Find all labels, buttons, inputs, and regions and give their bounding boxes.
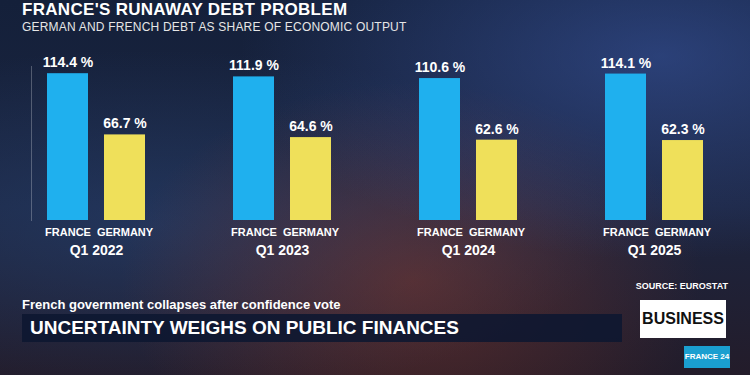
svg-text:114.4 %: 114.4 % — [43, 54, 94, 70]
svg-text:64.6 %: 64.6 % — [289, 118, 333, 134]
svg-text:66.7 %: 66.7 % — [103, 115, 147, 131]
svg-text:FRANCE: FRANCE — [417, 226, 463, 238]
svg-text:GERMANY: GERMANY — [469, 226, 526, 238]
html-text:GERMAN AND FRENCH DEBT AS SHAR: GERMAN AND FRENCH DEBT AS SHARE OF ECONO… — [22, 20, 407, 34]
svg-text:Q1 2022: Q1 2022 — [70, 242, 124, 258]
svg-text:Q1 2023: Q1 2023 — [256, 242, 310, 258]
svg-text:114.1 %: 114.1 % — [601, 55, 652, 71]
svg-text:GERMANY: GERMANY — [283, 226, 340, 238]
svg-text:GERMANY: GERMANY — [97, 226, 154, 238]
svg-text:62.6 %: 62.6 % — [475, 121, 519, 137]
svg-text:FRANCE: FRANCE — [45, 226, 91, 238]
html-text:SOURCE: EUROSTAT: SOURCE: EUROSTAT — [635, 281, 728, 291]
svg-text:Q1 2024: Q1 2024 — [442, 242, 496, 258]
svg-text:110.6 %: 110.6 % — [415, 59, 466, 75]
html-text:BUSINESS: BUSINESS — [642, 310, 724, 327]
svg-text:GERMANY: GERMANY — [655, 226, 712, 238]
svg-text:FRANCE: FRANCE — [603, 226, 649, 238]
html-text:French government collapses af: French government collapses after confid… — [22, 297, 341, 312]
html-text:FRANCE 24: FRANCE 24 — [684, 352, 730, 361]
svg-text:62.3 %: 62.3 % — [661, 121, 705, 137]
html-text:FRANCE'S RUNAWAY DEBT PROBLEM: FRANCE'S RUNAWAY DEBT PROBLEM — [22, 0, 348, 19]
html-text:UNCERTAINTY WEIGHS ON PUBLIC F: UNCERTAINTY WEIGHS ON PUBLIC FINANCES — [30, 317, 459, 338]
svg-text:FRANCE: FRANCE — [231, 226, 277, 238]
svg-text:Q1 2025: Q1 2025 — [628, 242, 682, 258]
svg-text:111.9 %: 111.9 % — [229, 57, 279, 73]
